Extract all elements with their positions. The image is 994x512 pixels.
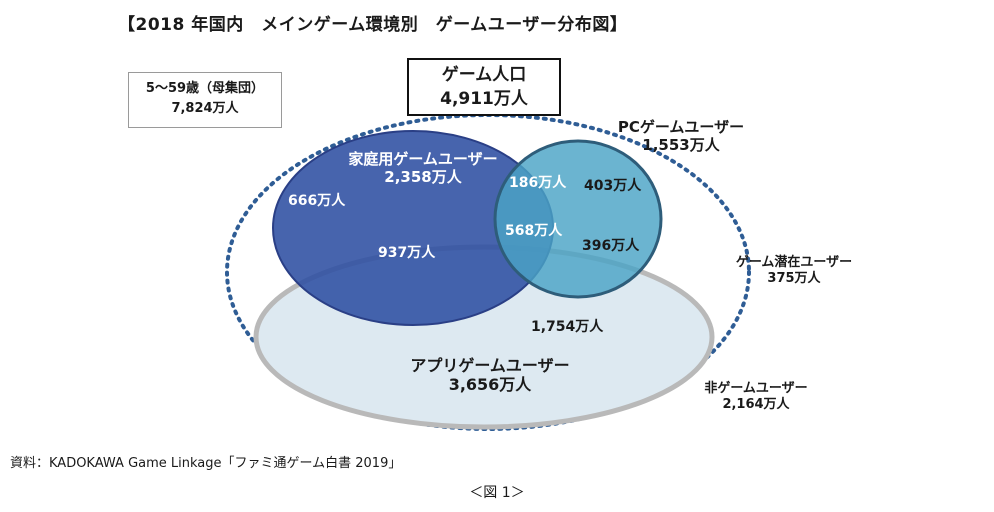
potential-users-value: 375万人 xyxy=(767,270,821,286)
non-users-label-group: 非ゲームユーザー 2,164万人 xyxy=(686,381,826,412)
region-pc-only-value: 403万人 xyxy=(584,178,642,194)
population-label: 5〜59歳（母集団） xyxy=(145,81,265,96)
pc-users-value: 1,553万人 xyxy=(642,136,720,154)
pc-users-label-group: PCゲームユーザー 1,553万人 xyxy=(588,118,774,154)
diagram-title: 【2018 年国内 メインゲーム環境別 ゲームユーザー分布図】 xyxy=(118,15,628,35)
non-users-label: 非ゲームユーザー xyxy=(704,381,808,396)
pc-users-label: PCゲームユーザー xyxy=(617,118,745,136)
pc-users-circle xyxy=(493,139,663,299)
home-users-label-group: 家庭用ゲームユーザー 2,358万人 xyxy=(323,150,523,186)
region-home-pc-value: 186万人 xyxy=(509,175,567,191)
app-users-label: アプリゲームユーザー xyxy=(410,356,570,375)
region-home-app-value: 937万人 xyxy=(378,245,436,261)
potential-users-label-group: ゲーム潜在ユーザー 375万人 xyxy=(714,255,874,286)
source-note: 資料：KADOKAWA Game Linkage「ファミ通ゲーム白書 2019」 xyxy=(10,456,402,471)
region-app-only-value: 1,754万人 xyxy=(531,319,604,335)
home-users-value: 2,358万人 xyxy=(384,168,462,186)
game-population-box: ゲーム人口 4,911万人 xyxy=(407,58,561,116)
region-home-only-value: 666万人 xyxy=(288,193,346,209)
game-population-label: ゲーム人口 xyxy=(441,65,527,85)
non-users-value: 2,164万人 xyxy=(722,396,790,412)
population-value: 7,824万人 xyxy=(171,101,239,116)
app-users-value: 3,656万人 xyxy=(448,375,532,395)
potential-users-label: ゲーム潜在ユーザー xyxy=(735,255,853,270)
game-population-value: 4,911万人 xyxy=(440,89,528,109)
region-pc-app-value: 396万人 xyxy=(582,238,640,254)
home-users-label: 家庭用ゲームユーザー xyxy=(348,150,498,168)
figure-caption: ＜図 1＞ xyxy=(469,485,525,501)
app-users-label-group: アプリゲームユーザー 3,656万人 xyxy=(390,356,590,394)
population-box: 5〜59歳（母集団） 7,824万人 xyxy=(128,72,282,128)
region-all-three-value: 568万人 xyxy=(505,223,563,239)
